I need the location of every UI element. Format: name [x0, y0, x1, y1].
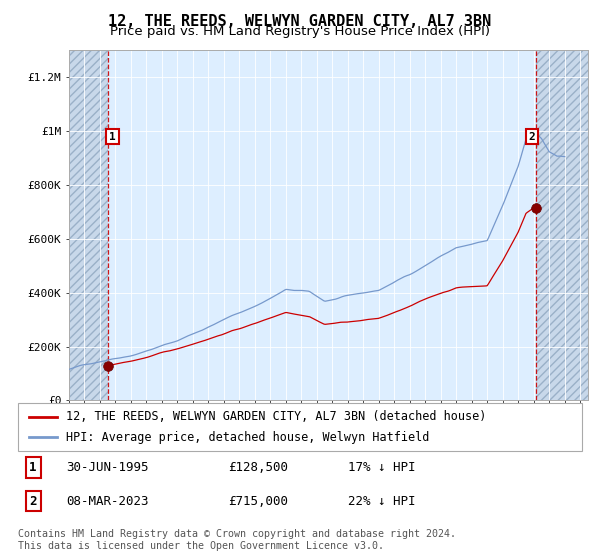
- Text: 1: 1: [109, 132, 116, 142]
- Text: 30-JUN-1995: 30-JUN-1995: [66, 461, 149, 474]
- Text: 12, THE REEDS, WELWYN GARDEN CITY, AL7 3BN: 12, THE REEDS, WELWYN GARDEN CITY, AL7 3…: [109, 14, 491, 29]
- Text: 2: 2: [529, 132, 535, 142]
- Bar: [69, 50, 108, 400]
- Text: £128,500: £128,500: [228, 461, 288, 474]
- Text: 22% ↓ HPI: 22% ↓ HPI: [348, 494, 415, 508]
- FancyBboxPatch shape: [18, 403, 582, 451]
- Bar: [536, 50, 588, 400]
- Text: 08-MAR-2023: 08-MAR-2023: [66, 494, 149, 508]
- Text: £715,000: £715,000: [228, 494, 288, 508]
- Text: 1: 1: [29, 461, 37, 474]
- Text: Price paid vs. HM Land Registry's House Price Index (HPI): Price paid vs. HM Land Registry's House …: [110, 25, 490, 38]
- Text: HPI: Average price, detached house, Welwyn Hatfield: HPI: Average price, detached house, Welw…: [66, 431, 430, 444]
- Text: 17% ↓ HPI: 17% ↓ HPI: [348, 461, 415, 474]
- Text: 12, THE REEDS, WELWYN GARDEN CITY, AL7 3BN (detached house): 12, THE REEDS, WELWYN GARDEN CITY, AL7 3…: [66, 410, 487, 423]
- Text: 2: 2: [29, 494, 37, 508]
- Text: Contains HM Land Registry data © Crown copyright and database right 2024.
This d: Contains HM Land Registry data © Crown c…: [18, 529, 456, 551]
